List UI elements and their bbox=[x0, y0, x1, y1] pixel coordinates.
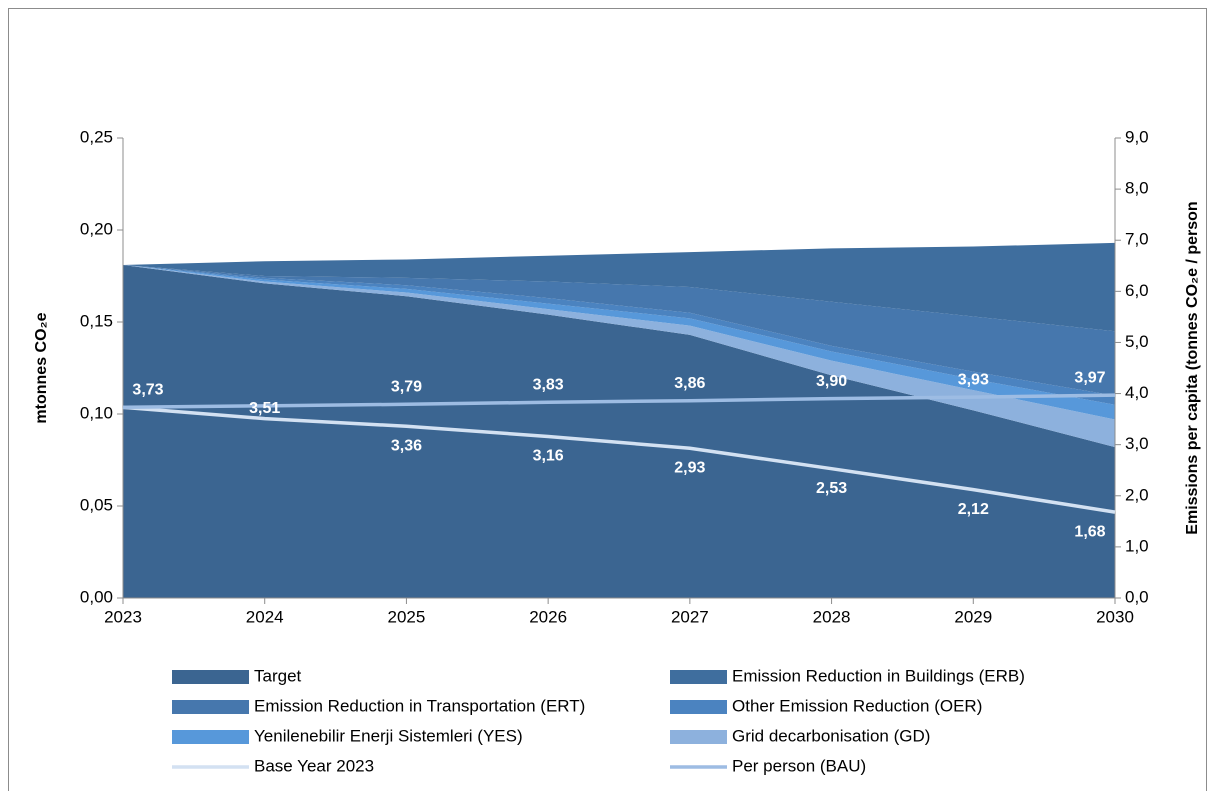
x-tick-label: 2025 bbox=[388, 607, 426, 626]
y-tick-label: 0,10 bbox=[80, 403, 113, 422]
x-tick-label: 2027 bbox=[671, 607, 709, 626]
legend-label: Per person (BAU) bbox=[732, 756, 866, 775]
legend-swatch bbox=[172, 700, 249, 714]
y-tick-label: 0,25 bbox=[80, 127, 113, 146]
y2-tick-label: 0,0 bbox=[1125, 587, 1149, 606]
line bbox=[122, 393, 1116, 410]
x-tick-label: 2023 bbox=[104, 607, 142, 626]
y-axis-label: mtonnes CO₂e bbox=[33, 312, 50, 423]
y2-tick-label: 2,0 bbox=[1125, 485, 1149, 504]
y2-axis-label: Emissions per capita (tonnes CO₂e / pers… bbox=[1184, 201, 1201, 534]
x-tick-label: 2028 bbox=[813, 607, 851, 626]
y2-tick-label: 5,0 bbox=[1125, 332, 1149, 351]
data-label: 3,73 bbox=[132, 382, 163, 399]
y2-tick-label: 1,0 bbox=[1125, 536, 1149, 555]
x-tick-label: 2030 bbox=[1096, 607, 1134, 626]
line bbox=[122, 405, 1116, 514]
x-tick-label: 2029 bbox=[954, 607, 992, 626]
data-label: 3,36 bbox=[391, 437, 422, 454]
x-tick-label: 2026 bbox=[529, 607, 567, 626]
y2-tick-label: 3,0 bbox=[1125, 434, 1149, 453]
legend-swatch bbox=[172, 730, 249, 744]
legend-label: Target bbox=[254, 666, 302, 685]
legend-swatch bbox=[670, 670, 727, 684]
legend-label: Emission Reduction in Buildings (ERB) bbox=[732, 666, 1025, 685]
y2-tick-label: 7,0 bbox=[1125, 230, 1149, 249]
legend-label: Base Year 2023 bbox=[254, 756, 374, 775]
x-tick-label: 2024 bbox=[246, 607, 284, 626]
y-tick-label: 0,00 bbox=[80, 587, 113, 606]
y-tick-label: 0,15 bbox=[80, 311, 113, 330]
area bbox=[123, 242, 1115, 332]
legend-label: Grid decarbonisation (GD) bbox=[732, 726, 930, 745]
data-label: 3,86 bbox=[674, 375, 705, 392]
legend-label: Other Emission Reduction (OER) bbox=[732, 696, 982, 715]
data-label: 3,79 bbox=[391, 379, 422, 396]
data-label: 3,90 bbox=[816, 373, 847, 390]
y2-tick-label: 4,0 bbox=[1125, 383, 1149, 402]
legend-label: Yenilenebilir Enerji Sistemleri (YES) bbox=[254, 726, 523, 745]
y2-tick-label: 9,0 bbox=[1125, 127, 1149, 146]
y2-tick-label: 6,0 bbox=[1125, 281, 1149, 300]
data-label: 2,12 bbox=[958, 501, 989, 518]
legend-swatch bbox=[670, 700, 727, 714]
data-label: 3,97 bbox=[1074, 369, 1105, 386]
y2-tick-label: 8,0 bbox=[1125, 179, 1149, 198]
data-label: 1,68 bbox=[1074, 523, 1105, 540]
data-label: 2,93 bbox=[674, 459, 705, 476]
legend-swatch bbox=[670, 730, 727, 744]
data-label: 3,16 bbox=[533, 448, 564, 465]
data-label: 2,53 bbox=[816, 480, 847, 497]
data-label: 3,93 bbox=[958, 371, 989, 388]
legend-label: Emission Reduction in Transportation (ER… bbox=[254, 696, 585, 715]
data-label: 3,83 bbox=[533, 376, 564, 393]
area bbox=[123, 264, 1115, 396]
areas bbox=[123, 242, 1115, 598]
y-tick-label: 0,20 bbox=[80, 219, 113, 238]
legend-swatch bbox=[172, 670, 249, 684]
y-tick-label: 0,05 bbox=[80, 495, 113, 514]
data-label: 3,51 bbox=[249, 400, 280, 417]
area bbox=[123, 264, 1115, 598]
